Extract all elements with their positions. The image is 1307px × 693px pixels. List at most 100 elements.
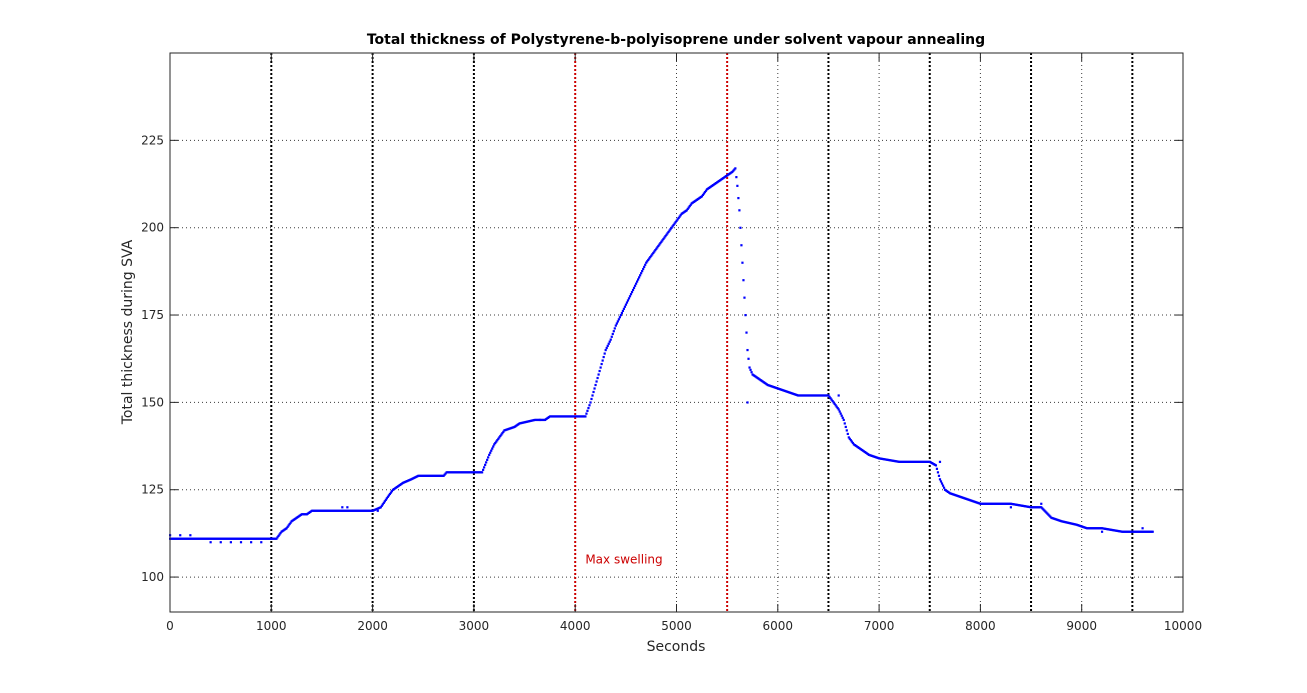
data-point [383,500,386,503]
data-point [275,537,278,540]
data-point [938,478,942,481]
data-point [830,398,833,401]
data-point [844,425,847,429]
data-point [674,221,677,224]
data-point [634,282,638,285]
data-point [614,324,617,327]
data-point [941,484,945,487]
data-point [585,412,588,415]
x-tick-label: 4000 [560,619,591,633]
data-point [630,290,634,294]
data-point [665,233,668,236]
data-point [664,235,667,238]
data-point [938,460,942,463]
data-point [689,203,692,206]
data-point [834,404,837,407]
data-point [608,340,611,343]
data-point [628,295,632,298]
data-point [594,383,597,387]
y-tick-label: 200 [141,221,164,235]
x-tick-label: 5000 [661,619,692,633]
data-point [650,254,653,257]
data-point [501,432,504,435]
data-point [592,390,595,394]
data-point [662,237,665,241]
data-points [169,167,1154,544]
data-point [619,314,622,317]
data-point [666,232,669,235]
y-tick-label: 150 [141,395,164,409]
data-point [611,332,614,336]
data-point [379,506,382,509]
x-tick-label: 3000 [459,619,490,633]
data-point [502,430,505,433]
data-point [937,474,941,477]
data-point [738,209,741,212]
data-point [649,256,652,259]
data-point [740,244,743,247]
data-point [250,541,253,544]
data-point [655,247,658,250]
data-point [940,482,944,485]
y-tick-label: 175 [141,308,164,322]
data-point [600,362,603,366]
data-point [688,205,691,208]
data-point [836,406,839,410]
data-point [1040,502,1043,505]
data-point [631,288,635,292]
data-point [832,401,835,404]
data-point [625,301,629,304]
data-point [189,534,192,537]
data-point [598,369,601,373]
data-point [597,373,600,376]
data-point [260,541,263,544]
data-point [839,412,842,415]
y-tick-label: 225 [141,133,164,147]
axes: 0 1000 2000 3000 4000 5000 6000 7000 8000 9000 100… [141,52,1202,633]
data-point [677,216,680,220]
data-point [1141,527,1144,530]
chart-title: Total thickness of Polystyrene-b-polyiso… [367,32,985,48]
data-point [845,429,848,432]
data-point [749,368,752,371]
data-point [701,193,705,197]
data-point [748,366,751,369]
data-point [670,226,673,229]
data-point [612,330,615,333]
data-point [389,491,393,494]
data-point [617,318,620,321]
data-point [1009,506,1012,509]
data-point [488,453,491,456]
data-point [679,214,682,217]
data-point [657,244,660,248]
data-point [1100,530,1104,533]
data-point [498,436,501,439]
data-point [618,316,621,319]
data-point [624,303,628,306]
data-point [278,533,281,536]
data-point [595,380,598,383]
data-point [277,534,280,538]
data-point [637,278,640,281]
data-point [646,260,649,263]
data-point [605,346,608,350]
data-point [742,279,745,282]
data-point [935,467,939,470]
data-point [610,335,613,338]
data-point [444,472,447,475]
data-point [746,348,749,352]
data-point [686,207,689,211]
data-point [831,399,834,403]
data-point [607,342,610,345]
data-point [586,409,589,412]
data-point [647,258,650,262]
data-point [606,344,609,347]
data-point [589,401,592,404]
data-point [490,449,493,452]
data-point [660,240,663,243]
x-axis-label: Seconds [647,639,706,655]
data-point [676,218,679,221]
data-point [673,222,676,225]
data-point [390,490,394,493]
